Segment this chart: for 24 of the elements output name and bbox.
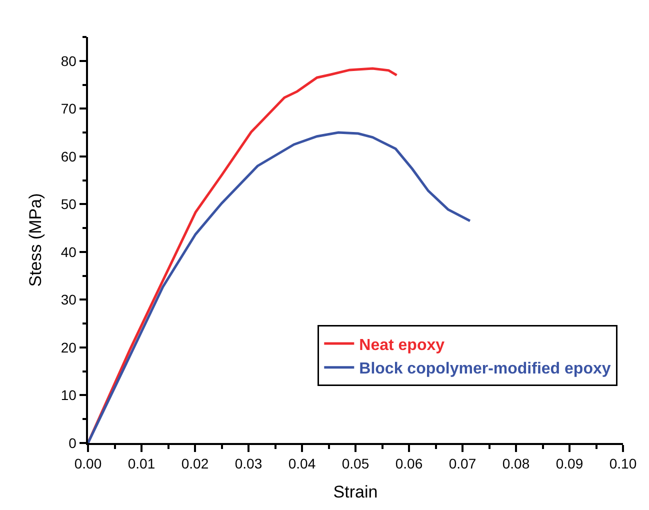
y-tick-label: 80	[60, 52, 77, 69]
y-axis-title: Stess (MPa)	[26, 193, 45, 287]
x-tick-label: 0.03	[234, 456, 262, 472]
y-tick-label: 0	[68, 434, 77, 451]
x-tick-label: 0.10	[609, 456, 637, 472]
x-tick-label: 0.07	[448, 456, 476, 472]
y-tick-label: 70	[60, 100, 77, 117]
y-tick-label: 30	[60, 292, 77, 308]
legend-label: Neat epoxy	[359, 336, 445, 354]
y-tick-label: 60	[60, 148, 77, 164]
y-tick-label: 40	[60, 244, 77, 260]
legend-label: Block copolymer-modified epoxy	[359, 360, 611, 378]
x-tick-label: 0.09	[556, 456, 584, 472]
x-tick-label: 0.00	[74, 456, 102, 472]
x-tick-label: 0.08	[502, 456, 530, 472]
x-tick-label: 0.05	[342, 456, 370, 472]
y-tick-label: 10	[60, 387, 77, 404]
x-tick-label: 0.04	[288, 456, 316, 472]
x-tick-label: 0.06	[395, 456, 423, 472]
x-axis-title: Strain	[333, 482, 378, 502]
x-tick-label: 0.01	[128, 456, 156, 472]
x-tick-label: 0.02	[181, 456, 209, 472]
y-tick-label: 50	[60, 196, 77, 212]
y-tick-label: 20	[60, 339, 77, 356]
